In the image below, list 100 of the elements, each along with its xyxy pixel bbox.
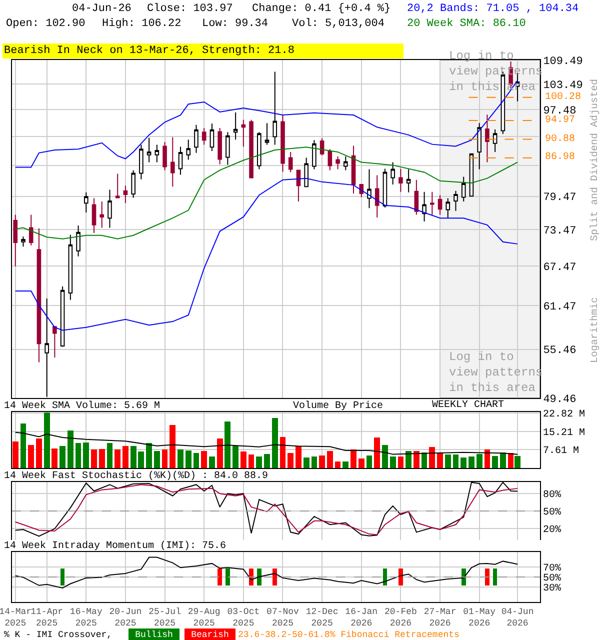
bar bbox=[429, 446, 436, 468]
candlestick bbox=[390, 162, 395, 186]
x-tick-label: 16-May 2025 bbox=[70, 606, 103, 628]
ref-line-label: 90.88 bbox=[545, 134, 576, 145]
bar bbox=[216, 438, 223, 468]
candlestick bbox=[36, 228, 42, 363]
candlestick bbox=[351, 145, 356, 194]
y-tick-label: 49.46 bbox=[543, 394, 576, 406]
candlestick bbox=[414, 179, 419, 216]
bar bbox=[52, 448, 58, 468]
candlestick bbox=[296, 170, 301, 202]
x-tick-label: 03-Oct 2025 bbox=[227, 606, 260, 628]
ref-line-label: 94.97 bbox=[545, 115, 576, 126]
bar bbox=[468, 456, 474, 468]
bar bbox=[492, 456, 498, 468]
bar bbox=[146, 443, 152, 468]
candlestick bbox=[280, 114, 285, 172]
bar bbox=[60, 446, 66, 468]
y-tick-label: 79.47 bbox=[543, 192, 576, 204]
candlestick bbox=[210, 123, 214, 152]
bar bbox=[358, 458, 364, 468]
text: 23.6-38.2-50-61.8% Fibonacci Retracements bbox=[238, 630, 460, 640]
candlestick bbox=[226, 132, 230, 166]
candlestick bbox=[233, 112, 238, 140]
chart-title: 14 Week Intraday Momentum (IMI): 75.6 bbox=[4, 540, 226, 552]
text: Low: 99.34 bbox=[202, 18, 268, 30]
x-tick-label: 16-Jan 2026 bbox=[345, 606, 378, 628]
x-tick-label: 12-Dec 2025 bbox=[306, 606, 338, 628]
x-tick-label: 14-Mar 2025 bbox=[0, 606, 32, 628]
bar bbox=[460, 457, 467, 468]
annotation: Volume By Price bbox=[293, 400, 384, 412]
bar bbox=[413, 450, 420, 468]
candlestick bbox=[492, 128, 498, 152]
candlestick bbox=[438, 194, 442, 216]
bar bbox=[28, 445, 34, 468]
candlestick bbox=[115, 173, 120, 198]
x-tick-label: 29-Aug 2025 bbox=[188, 606, 220, 628]
bar bbox=[288, 452, 294, 468]
candlestick bbox=[249, 119, 254, 179]
bar bbox=[406, 450, 412, 468]
candlestick bbox=[461, 176, 466, 202]
bar bbox=[224, 422, 231, 468]
bar bbox=[303, 457, 310, 468]
chart-title: 14 Week Fast Stochastic (%K)(%D) : 84.0 88.9 bbox=[4, 470, 268, 482]
candlestick bbox=[146, 137, 152, 163]
line-series bbox=[14, 556, 518, 588]
bar bbox=[209, 456, 215, 468]
bar bbox=[374, 437, 380, 468]
candlestick bbox=[241, 119, 246, 148]
candlestick bbox=[398, 168, 403, 192]
bar bbox=[398, 456, 404, 468]
text: 04-Jun-26 bbox=[72, 3, 132, 15]
line-series bbox=[14, 432, 518, 455]
bar bbox=[240, 452, 246, 468]
bar bbox=[106, 443, 113, 468]
bar bbox=[122, 446, 128, 468]
y-tick-label: 80% bbox=[543, 490, 562, 502]
bar bbox=[114, 450, 121, 468]
bar bbox=[514, 456, 520, 468]
candlestick bbox=[131, 170, 136, 198]
y-tick-label: 20% bbox=[543, 524, 562, 536]
x-tick-label: 20-Feb 2026 bbox=[384, 606, 417, 628]
bar bbox=[98, 449, 105, 468]
candlestick bbox=[162, 141, 167, 171]
bar bbox=[452, 454, 459, 468]
text: Open: 102.90 bbox=[6, 18, 86, 30]
candlestick bbox=[92, 198, 96, 234]
y-tick-label: 67.47 bbox=[543, 262, 576, 274]
candlestick bbox=[328, 148, 332, 171]
bar bbox=[36, 438, 42, 468]
candlestick bbox=[68, 234, 73, 300]
text: Split and Dividend Adjusted bbox=[589, 78, 600, 241]
y-tick-label: 15.21 M bbox=[543, 428, 586, 439]
bar bbox=[272, 418, 278, 468]
text: Bearish bbox=[191, 630, 229, 640]
candlestick bbox=[422, 191, 426, 222]
y-tick-label: 30% bbox=[543, 584, 562, 594]
bar bbox=[366, 456, 372, 468]
text: Close: 103.97 bbox=[147, 3, 233, 15]
text: Bearish In Neck on 13-Mar-26, Strength: 21.8 bbox=[4, 45, 294, 57]
candlestick bbox=[218, 128, 222, 165]
y-tick-label: 22.82 M bbox=[543, 410, 586, 421]
x-tick-label: 04-Jun 2026 bbox=[501, 606, 534, 628]
candlestick bbox=[76, 224, 80, 257]
bar bbox=[342, 462, 349, 468]
bar bbox=[185, 450, 192, 468]
bar bbox=[500, 452, 506, 468]
candlestick bbox=[382, 168, 388, 208]
bar bbox=[476, 454, 482, 468]
bar bbox=[437, 453, 443, 468]
bar bbox=[280, 436, 286, 468]
bar bbox=[256, 456, 262, 468]
bar bbox=[264, 454, 270, 468]
candlestick bbox=[406, 168, 411, 193]
candlestick bbox=[312, 140, 316, 170]
candlestick bbox=[100, 201, 104, 228]
bar bbox=[83, 442, 90, 468]
x-tick-label: 20-Jun 2025 bbox=[109, 606, 142, 628]
text: 20 Week SMA: 86.10 bbox=[407, 18, 526, 30]
y-tick-label: 50% bbox=[543, 508, 562, 518]
